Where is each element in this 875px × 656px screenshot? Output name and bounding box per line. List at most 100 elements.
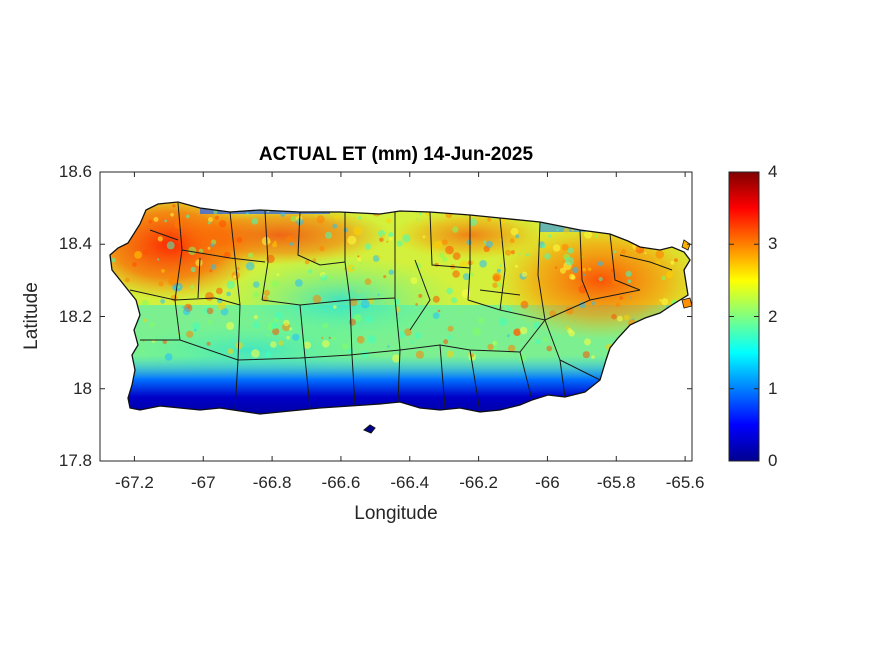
et-speckle — [442, 239, 448, 246]
et-speckle — [365, 316, 373, 323]
et-speckle — [161, 269, 165, 273]
et-speckle — [388, 236, 394, 241]
et-speckle — [257, 244, 261, 248]
et-speckle — [111, 258, 116, 263]
et-speckle — [496, 282, 502, 288]
et-speckle — [271, 280, 279, 288]
et-speckle — [210, 243, 215, 248]
et-speckle — [571, 229, 574, 232]
et-speckle — [325, 231, 332, 239]
et-speckle — [290, 215, 297, 222]
et-speckle — [166, 241, 175, 250]
islet-caja-de-muerto — [363, 424, 376, 434]
et-speckle — [613, 250, 617, 254]
y-tick-label: 18.4 — [58, 234, 92, 254]
et-speckle — [251, 349, 260, 358]
et-speckle — [404, 328, 412, 337]
et-speckle — [611, 313, 617, 320]
municipality-boundary — [299, 304, 311, 409]
et-speckle — [174, 220, 184, 229]
et-speckle — [597, 260, 604, 267]
et-speckle — [360, 299, 370, 309]
et-speckle — [283, 319, 290, 327]
x-tick-label: -66 — [535, 473, 560, 492]
municipality-boundary — [197, 257, 201, 299]
et-speckle — [227, 348, 234, 355]
municipality-boundary — [469, 349, 481, 413]
et-speckle — [320, 274, 328, 281]
et-speckle — [582, 351, 590, 359]
et-speckle — [308, 269, 313, 274]
x-axis-label: Longitude — [354, 503, 438, 524]
et-speckle — [432, 312, 440, 319]
et-speckle — [266, 254, 275, 264]
et-speckle — [192, 322, 201, 330]
et-speckle — [246, 212, 249, 215]
et-speckle — [416, 289, 420, 292]
chart-title: ACTUAL ET (mm) 14-Jun-2025 — [258, 144, 534, 165]
et-speckle — [236, 267, 240, 271]
et-speckle — [506, 334, 510, 338]
et-speckle — [487, 343, 494, 351]
et-speckle — [386, 240, 389, 243]
et-speckle — [442, 256, 448, 262]
et-speckle — [205, 292, 214, 301]
x-tick-label: -67.2 — [115, 473, 154, 492]
et-speckle — [655, 250, 665, 259]
et-speckle — [386, 218, 392, 224]
et-speckle — [358, 290, 361, 293]
et-speckle — [236, 236, 243, 243]
et-speckle — [462, 273, 470, 281]
et-speckle — [598, 277, 603, 282]
et-speckle — [124, 277, 130, 283]
et-speckle — [286, 235, 294, 243]
et-speckle — [149, 322, 155, 328]
axis-ticks — [100, 171, 692, 462]
et-speckle — [563, 227, 570, 234]
et-speckle — [520, 300, 529, 309]
y-tick-label: 17.8 — [58, 451, 92, 470]
et-speckle — [176, 285, 180, 289]
et-speckle — [312, 258, 317, 263]
et-speckle — [620, 249, 627, 255]
x-tick-label: -66.2 — [459, 473, 498, 492]
et-speckle — [263, 289, 270, 296]
et-speckle — [332, 336, 336, 341]
colorbar-tick-label: 0 — [768, 451, 778, 470]
et-speckle — [157, 236, 163, 242]
et-speckle — [190, 284, 195, 289]
et-speckle — [252, 321, 261, 329]
colorbar-tick-label: 3 — [768, 234, 778, 254]
et-speckle — [377, 255, 381, 258]
et-speckle — [583, 273, 586, 276]
et-speckle — [388, 351, 393, 355]
et-speckle — [414, 332, 422, 339]
et-speckle — [493, 341, 498, 346]
et-speckle — [190, 266, 196, 273]
et-speckle — [470, 272, 475, 277]
islet-east — [681, 239, 691, 251]
et-speckle — [170, 294, 178, 302]
et-speckle — [148, 219, 153, 224]
et-speckle — [416, 218, 419, 221]
et-speckle — [627, 279, 632, 284]
et-speckle — [332, 223, 338, 229]
et-speckle — [286, 335, 290, 340]
et-speckle — [303, 341, 311, 349]
municipality-boundary — [149, 229, 179, 241]
municipality-boundary — [519, 351, 533, 401]
et-speckle — [388, 269, 394, 275]
municipality-boundary — [394, 212, 401, 403]
et-speckle — [499, 264, 502, 267]
et-speckle — [625, 270, 632, 277]
et-speckle — [518, 253, 521, 256]
et-speckle — [437, 309, 441, 313]
et-speckle — [579, 301, 586, 309]
et-speckle — [186, 330, 194, 338]
et-speckle — [393, 298, 400, 305]
et-field — [109, 201, 693, 434]
colorbar-ticks — [729, 171, 759, 462]
et-speckle — [611, 277, 620, 286]
colorbar-tick-label: 2 — [768, 306, 778, 326]
